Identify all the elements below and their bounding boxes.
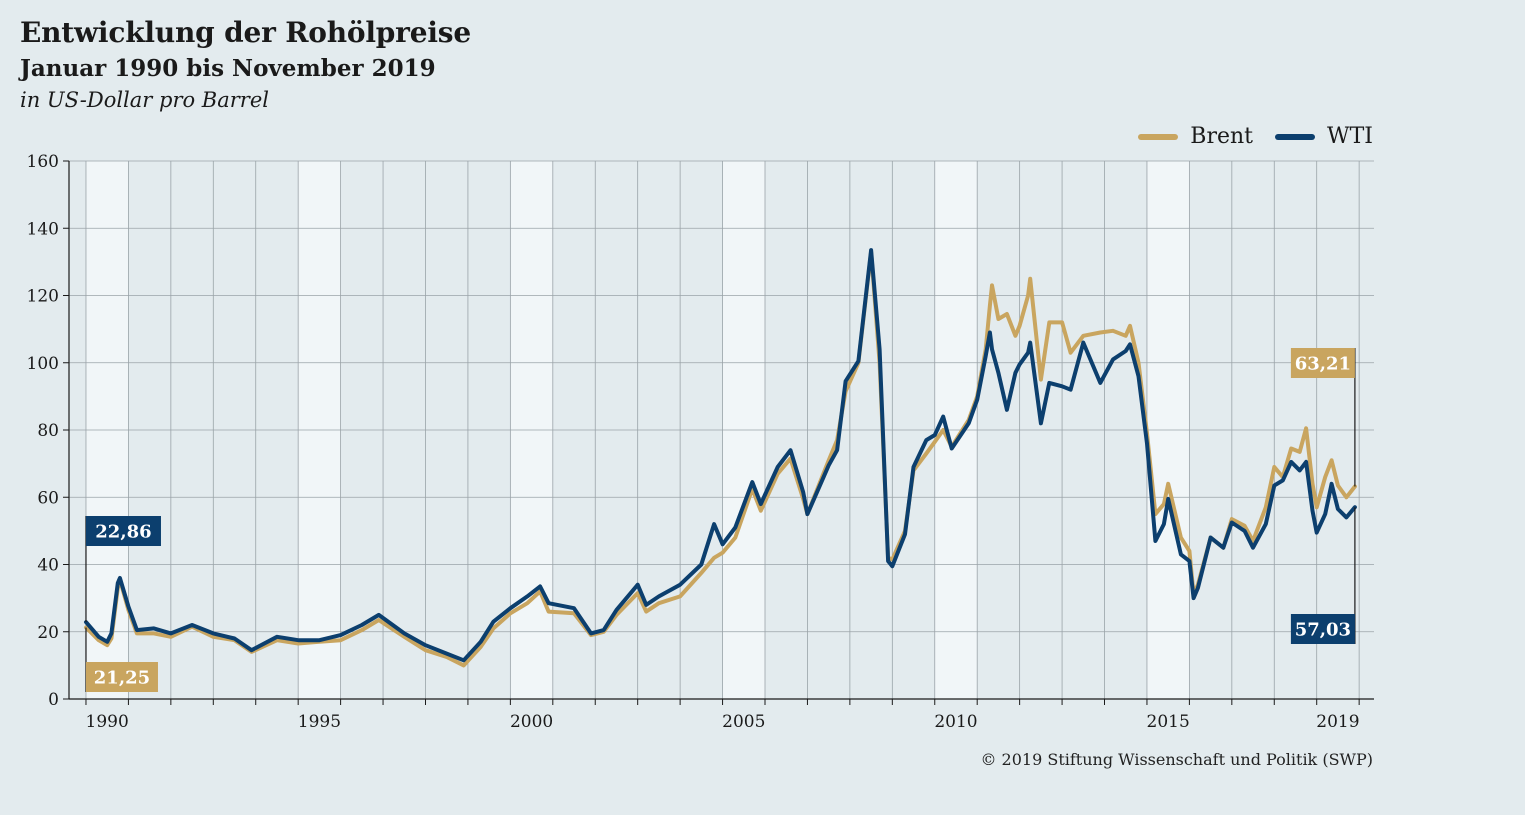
y-tick-label: 100	[27, 354, 59, 374]
x-tick-label: 2005	[722, 712, 765, 732]
y-tick-label: 60	[37, 488, 59, 508]
series-line-wti	[84, 248, 1357, 663]
y-tick-label: 120	[27, 287, 59, 307]
source-note: © 2019 Stiftung Wissenschaft und Politik…	[980, 750, 1373, 769]
chart-legend: Brent WTI	[1138, 124, 1373, 149]
y-tick-label: 0	[48, 690, 59, 710]
legend-item-wti: WTI	[1275, 124, 1373, 149]
brent-start-callout-value: 21,25	[94, 668, 150, 689]
x-tick-label: 2015	[1147, 712, 1190, 732]
x-tick-label: 2019	[1316, 712, 1359, 732]
wti-end-callout-value: 57,03	[1295, 620, 1351, 641]
x-tick-label: 2010	[934, 712, 977, 732]
legend-swatch-wti	[1275, 133, 1316, 140]
x-tick-label: 1995	[298, 712, 341, 732]
wti-start-callout-box	[85, 516, 161, 546]
y-tick-label: 80	[37, 421, 59, 441]
wti-end-callout-box	[1290, 614, 1355, 644]
legend-swatch-brent	[1138, 133, 1179, 140]
y-tick-label: 20	[37, 623, 59, 643]
legend-label-brent: Brent	[1190, 124, 1254, 149]
brent-end-callout-value: 63,21	[1295, 354, 1351, 375]
chart-subtitle: Januar 1990 bis November 2019	[20, 55, 436, 82]
y-tick-label: 160	[27, 152, 59, 172]
legend-item-brent: Brent	[1138, 124, 1253, 149]
y-tick-label: 140	[27, 219, 59, 239]
brent-end-callout-box	[1290, 348, 1355, 378]
chart-title: Entwicklung der Rohölpreise	[20, 16, 471, 49]
y-tick-label: 40	[37, 556, 59, 576]
wti-start-callout-value: 22,86	[95, 522, 151, 543]
brent-start-callout-box	[85, 662, 158, 692]
chart-unit: in US-Dollar pro Barrel	[20, 88, 269, 112]
x-tick-label: 1990	[86, 712, 129, 732]
x-tick-label: 2000	[510, 712, 553, 732]
legend-label-wti: WTI	[1327, 124, 1373, 149]
